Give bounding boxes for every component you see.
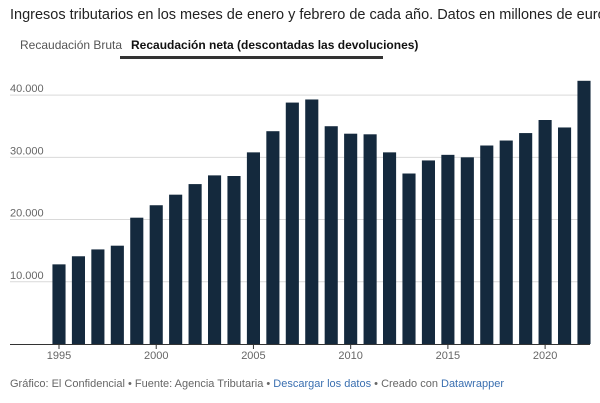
bar-2022[interactable] — [577, 80, 591, 345]
x-tick-label: 2010 — [338, 350, 362, 362]
bar-2020[interactable] — [538, 120, 552, 344]
bar-2001[interactable] — [169, 194, 183, 344]
bar-2021[interactable] — [558, 127, 572, 344]
footer-created-with: • Creado con — [371, 378, 441, 390]
bar-2010[interactable] — [344, 133, 358, 344]
x-axis-labels: 1995 2000 2005 2010 2015 2020 — [47, 344, 557, 362]
bar-2019[interactable] — [519, 133, 533, 344]
bar-2015[interactable] — [441, 154, 455, 344]
x-tick-label: 2000 — [144, 350, 168, 362]
bar-1995[interactable] — [52, 264, 66, 344]
bar-1999[interactable] — [130, 217, 144, 344]
x-tick-label: 2015 — [436, 350, 460, 362]
bar-2004[interactable] — [227, 176, 241, 344]
bar-2018[interactable] — [499, 140, 513, 344]
bar-2005[interactable] — [246, 152, 260, 344]
active-tab-underline — [120, 56, 383, 59]
y-tick-label: 30.000 — [10, 145, 44, 157]
bar-1997[interactable] — [91, 249, 105, 344]
bar-1996[interactable] — [71, 256, 85, 344]
bar-2003[interactable] — [208, 175, 222, 344]
grid-lines — [10, 94, 590, 345]
x-tick-label: 2005 — [241, 350, 265, 362]
x-tick-label: 2020 — [533, 350, 557, 362]
bar-2017[interactable] — [480, 145, 494, 344]
bar-2007[interactable] — [285, 102, 299, 344]
bar-2012[interactable] — [383, 152, 397, 344]
y-tick-label: 10.000 — [10, 270, 44, 282]
bar-2002[interactable] — [188, 184, 202, 344]
y-axis-labels: 10.000 20.000 30.000 40.000 — [10, 83, 44, 282]
download-data-link[interactable]: Descargar los datos — [273, 378, 372, 390]
bar-2013[interactable] — [402, 173, 416, 344]
bar-chart: 10.000 20.000 30.000 40.000 1995 2000 2005 201… — [10, 80, 591, 362]
footer-source: Gráfico: El Confidencial • Fuente: Agenc… — [10, 378, 274, 390]
bars — [52, 80, 591, 345]
bar-2011[interactable] — [363, 134, 377, 344]
y-tick-label: 20.000 — [10, 208, 44, 220]
bar-2009[interactable] — [324, 126, 338, 344]
bar-2006[interactable] — [266, 131, 280, 344]
bar-2016[interactable] — [460, 157, 474, 344]
bar-1998[interactable] — [110, 245, 124, 344]
chart-footer: Gráfico: El Confidencial • Fuente: Agenc… — [10, 378, 504, 390]
x-tick-label: 1995 — [47, 350, 71, 362]
bar-2000[interactable] — [149, 205, 163, 344]
chart-title: Ingresos tributarios en los meses de ene… — [10, 7, 600, 23]
tab-recaudacion-neta[interactable]: Recaudación neta (descontadas las devolu… — [131, 38, 419, 52]
bar-2008[interactable] — [305, 99, 319, 344]
datawrapper-link[interactable]: Datawrapper — [441, 378, 504, 390]
y-tick-label: 40.000 — [10, 83, 44, 95]
bar-2014[interactable] — [421, 160, 435, 344]
tab-recaudacion-bruta[interactable]: Recaudación Bruta — [20, 38, 123, 52]
